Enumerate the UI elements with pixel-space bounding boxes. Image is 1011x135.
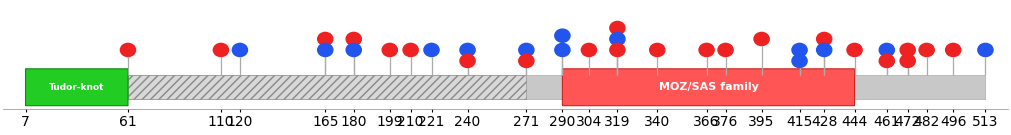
Ellipse shape: [900, 43, 915, 57]
Ellipse shape: [754, 32, 769, 45]
Ellipse shape: [610, 43, 625, 57]
Ellipse shape: [120, 43, 135, 57]
Ellipse shape: [555, 43, 570, 57]
Ellipse shape: [519, 54, 534, 68]
Ellipse shape: [610, 21, 625, 35]
Ellipse shape: [978, 43, 993, 57]
Ellipse shape: [919, 43, 934, 57]
Ellipse shape: [792, 43, 807, 57]
Ellipse shape: [317, 32, 333, 45]
FancyBboxPatch shape: [562, 69, 854, 106]
Ellipse shape: [880, 54, 895, 68]
Ellipse shape: [945, 43, 960, 57]
Bar: [25, 75, 986, 99]
Ellipse shape: [382, 43, 397, 57]
Ellipse shape: [581, 43, 596, 57]
Ellipse shape: [718, 43, 733, 57]
Bar: [128, 75, 527, 99]
Text: Tudor-knot: Tudor-knot: [49, 83, 104, 92]
Ellipse shape: [460, 54, 475, 68]
Ellipse shape: [792, 54, 807, 68]
Ellipse shape: [555, 29, 570, 42]
Ellipse shape: [346, 32, 361, 45]
Text: MOZ/SAS family: MOZ/SAS family: [658, 82, 758, 92]
Ellipse shape: [610, 32, 625, 45]
Ellipse shape: [699, 43, 714, 57]
Ellipse shape: [233, 43, 248, 57]
Ellipse shape: [519, 43, 534, 57]
FancyBboxPatch shape: [25, 69, 128, 106]
Ellipse shape: [880, 43, 895, 57]
Ellipse shape: [817, 32, 832, 45]
Ellipse shape: [847, 43, 862, 57]
Ellipse shape: [403, 43, 419, 57]
Ellipse shape: [900, 54, 915, 68]
Ellipse shape: [317, 43, 333, 57]
Ellipse shape: [346, 43, 361, 57]
Ellipse shape: [817, 43, 832, 57]
Ellipse shape: [424, 43, 439, 57]
Ellipse shape: [650, 43, 665, 57]
Ellipse shape: [460, 43, 475, 57]
Ellipse shape: [213, 43, 228, 57]
